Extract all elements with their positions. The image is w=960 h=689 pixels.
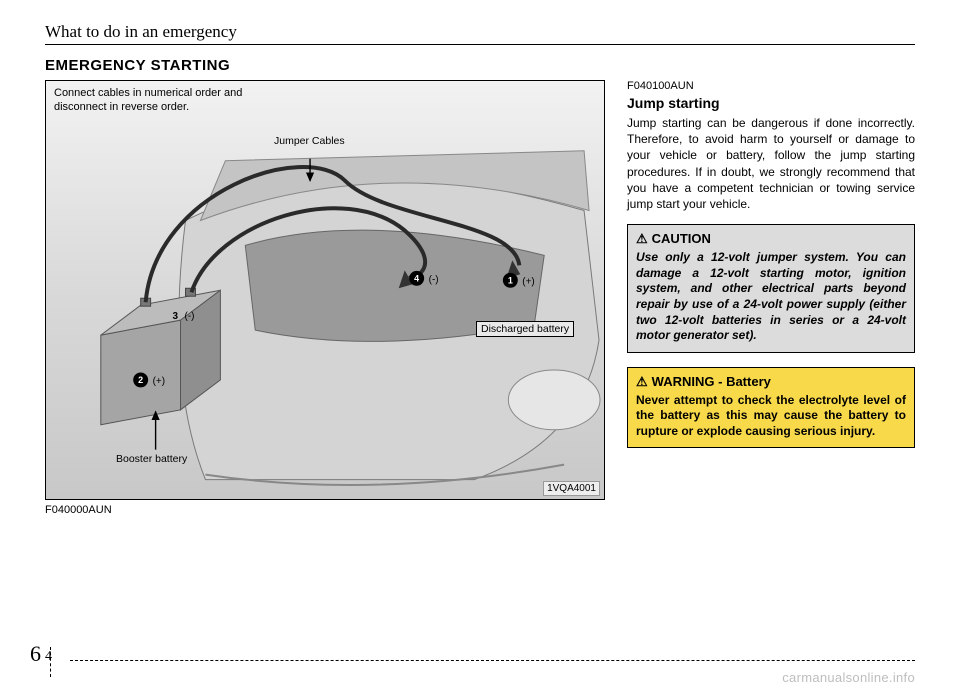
text-column: F040100AUN Jump starting Jump starting c… [627,80,915,516]
warning-body: Never attempt to check the electrolyte l… [636,393,906,440]
label-discharged-battery: Discharged battery [476,321,574,337]
page-footer: 6 4 [30,641,52,667]
section-title: EMERGENCY STARTING [45,57,915,74]
caution-icon: ⚠ [636,231,648,246]
warning-icon: ⚠ [636,374,648,389]
figure-corner-code: 1VQA4001 [543,481,600,496]
footer-dotted-line [70,660,915,661]
warning-heading: ⚠ WARNING - Battery [636,374,906,390]
ref-code: F040100AUN [627,80,915,92]
watermark: carmanualsonline.info [782,670,915,685]
warning-box: ⚠ WARNING - Battery Never attempt to chec… [627,367,915,449]
fig-point-2: 2 [138,375,143,385]
subhead-jump-starting: Jump starting [627,95,915,111]
figure-column: Connect cables in numerical order and di… [45,80,605,516]
caution-title: CAUTION [652,231,711,246]
label-booster-battery: Booster battery [116,453,187,465]
fig-point-4: 4 [414,273,419,283]
caution-heading: ⚠ CAUTION [636,231,906,247]
fig-point-3: 3 [173,311,179,322]
fig-point-3-sign: (-) [185,311,195,322]
content-columns: Connect cables in numerical order and di… [45,80,915,516]
fig-point-2-sign: (+) [153,376,165,387]
caution-body: Use only a 12-volt jumper system. You ca… [636,250,906,344]
warning-title: WARNING [652,374,715,389]
warning-subtitle: - Battery [718,374,771,389]
page: What to do in an emergency EMERGENCY STA… [0,0,960,516]
fig-point-1-sign: (+) [522,276,534,287]
figure-ref-code: F040000AUN [45,504,605,516]
figure-frame: Connect cables in numerical order and di… [45,80,605,500]
body-text: Jump starting can be dangerous if done i… [627,115,915,212]
footer-chapter-number: 6 [30,641,41,667]
label-jumper-cables: Jumper Cables [274,135,345,147]
fig-point-4-sign: (-) [429,274,439,285]
running-head: What to do in an emergency [45,22,915,45]
caution-box: ⚠ CAUTION Use only a 12-volt jumper syste… [627,224,915,353]
footer-page-number: 4 [45,649,52,667]
figure-instruction: Connect cables in numerical order and di… [54,87,294,115]
fig-point-1: 1 [508,275,513,285]
